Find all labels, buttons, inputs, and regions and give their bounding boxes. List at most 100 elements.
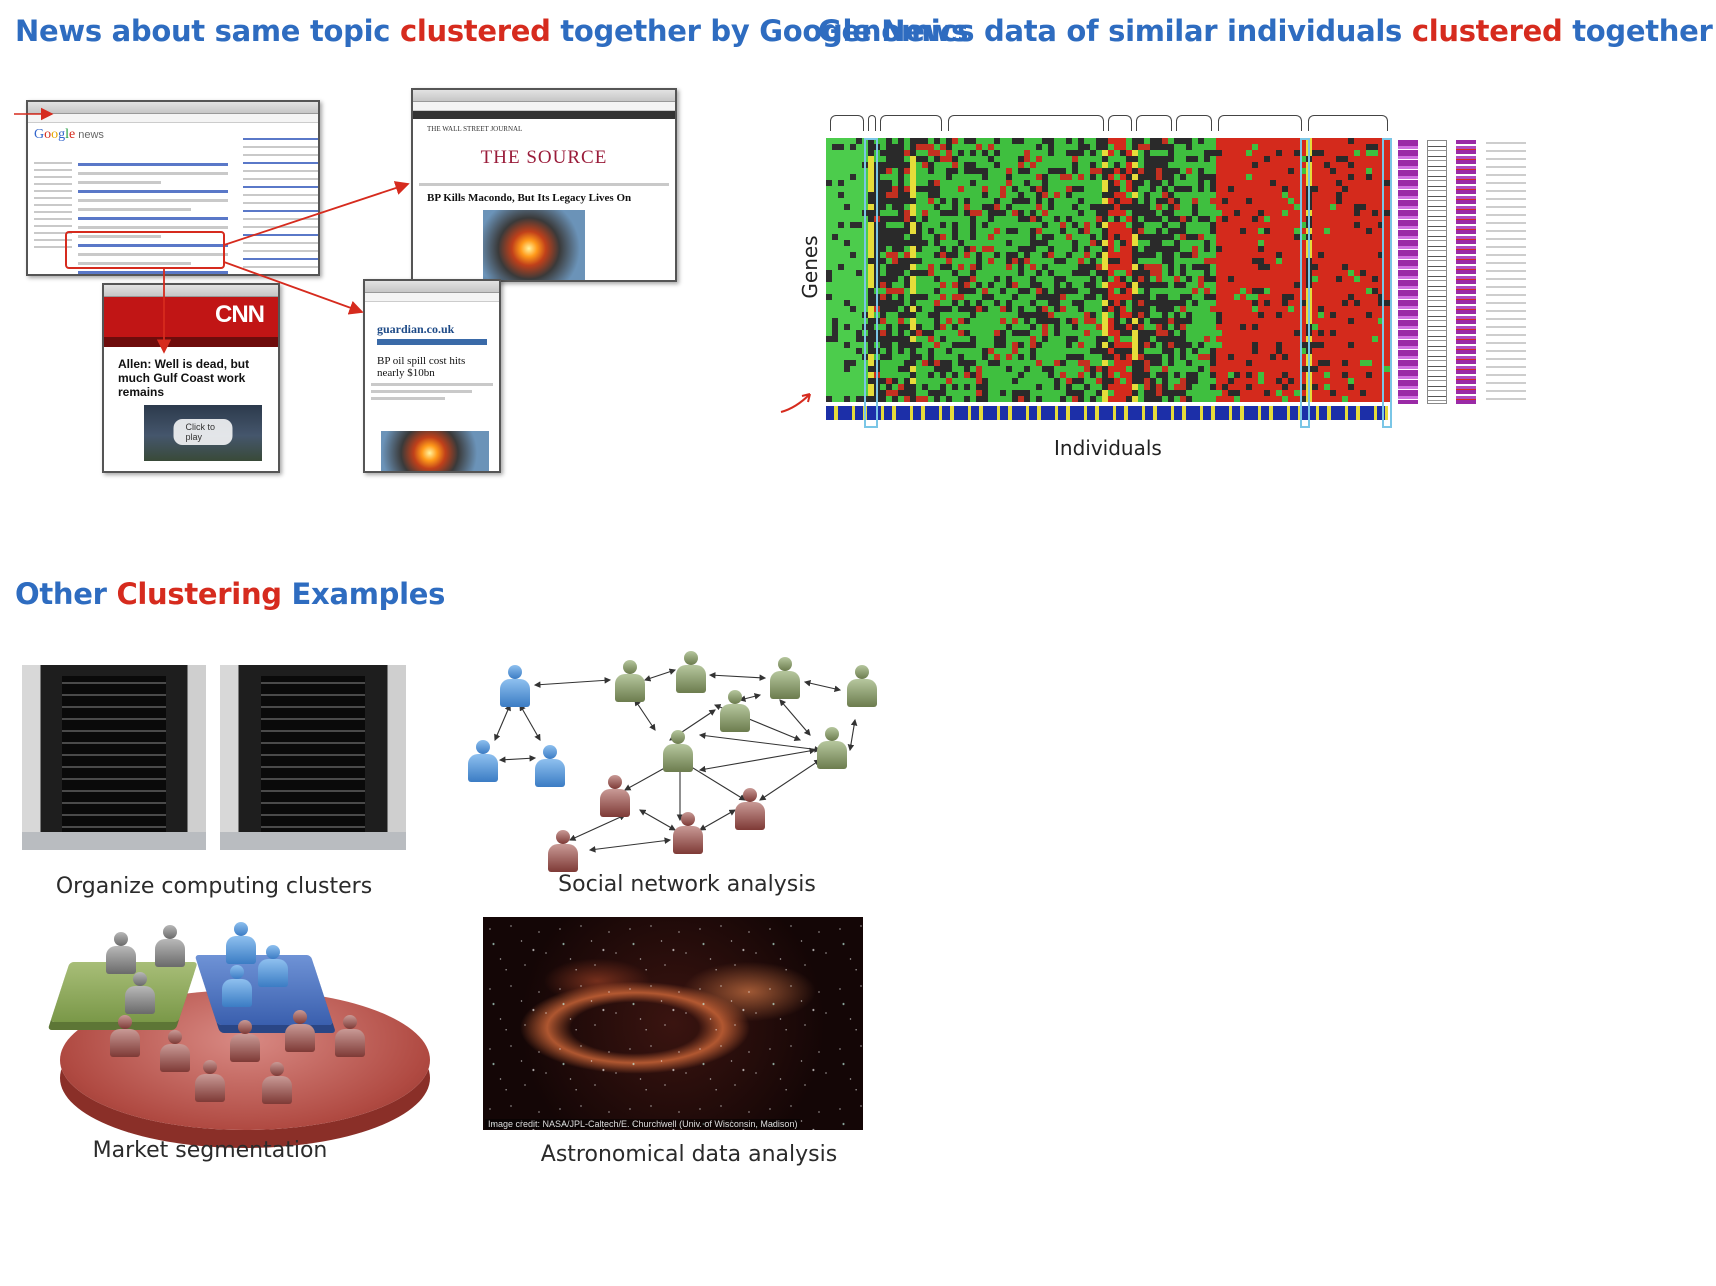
- heatmap-cell: [856, 318, 862, 324]
- heatmap-cell: [928, 144, 934, 150]
- heatmap-cell: [1204, 252, 1210, 258]
- heatmap-cell: [886, 276, 892, 282]
- heatmap-cell: [1312, 348, 1318, 354]
- heatmap-cell: [1348, 264, 1354, 270]
- heatmap-cell: [1042, 264, 1048, 270]
- cnn-play-button[interactable]: Click to play: [173, 418, 233, 445]
- heatmap-cell: [886, 270, 892, 276]
- heatmap-cell: [1108, 252, 1114, 258]
- heatmap-cell: [988, 378, 994, 384]
- heatmap-cell: [1240, 222, 1246, 228]
- heatmap-cell: [1300, 396, 1306, 402]
- heatmap-cell: [1060, 396, 1066, 402]
- heatmap-cell: [1150, 396, 1156, 402]
- heatmap-cell: [1012, 210, 1018, 216]
- heatmap-cell: [1066, 168, 1072, 174]
- heatmap-cell: [856, 144, 862, 150]
- heatmap-cell: [1234, 354, 1240, 360]
- heatmap-cell: [826, 240, 832, 246]
- heatmap-cell: [1186, 258, 1192, 264]
- heading-genomics-part2: together: [1562, 14, 1713, 48]
- person-icon: [548, 830, 578, 872]
- caption-market-segmentation: Market segmentation: [92, 1138, 328, 1163]
- heatmap-cell: [1282, 240, 1288, 246]
- heatmap-cell: [1156, 378, 1162, 384]
- heatmap-cell: [1126, 186, 1132, 192]
- heatmap-cell: [1138, 360, 1144, 366]
- heatmap-cell: [1006, 330, 1012, 336]
- heatmap-cell: [1198, 324, 1204, 330]
- heatmap-cell: [934, 144, 940, 150]
- heatmap-cell: [844, 150, 850, 156]
- heatmap-cell: [1264, 246, 1270, 252]
- heatmap-cell: [1312, 264, 1318, 270]
- heatmap-cell: [1348, 390, 1354, 396]
- heatmap-cell: [982, 228, 988, 234]
- heatmap-cell: [916, 300, 922, 306]
- heatmap-cell: [1114, 300, 1120, 306]
- heatmap-cell: [910, 306, 916, 312]
- heatmap-cell: [844, 294, 850, 300]
- heatmap-cell: [934, 324, 940, 330]
- heatmap-cell: [940, 138, 946, 144]
- heatmap-cell: [892, 258, 898, 264]
- heatmap-cell: [1240, 204, 1246, 210]
- heatmap-cell: [1144, 174, 1150, 180]
- heatmap-cell: [886, 144, 892, 150]
- heatmap-cell: [880, 144, 886, 150]
- heatmap-cell: [988, 156, 994, 162]
- heatmap-cell: [1048, 210, 1054, 216]
- heatmap-cell: [1186, 162, 1192, 168]
- heatmap-cell: [1336, 354, 1342, 360]
- heatmap-cell: [1372, 390, 1378, 396]
- heatmap-cell: [1084, 264, 1090, 270]
- heatmap-cell: [1138, 294, 1144, 300]
- heatmap-cell: [1006, 162, 1012, 168]
- heatmap-cell: [940, 384, 946, 390]
- heatmap-cell: [832, 240, 838, 246]
- heatmap-cell: [1012, 282, 1018, 288]
- heatmap-cell: [856, 300, 862, 306]
- heatmap-cell: [1252, 210, 1258, 216]
- heatmap-cell: [1366, 348, 1372, 354]
- heatmap-cell: [922, 204, 928, 210]
- heatmap-cell: [1120, 180, 1126, 186]
- heatmap-cell: [1198, 162, 1204, 168]
- heatmap-cell: [1096, 204, 1102, 210]
- heatmap-cell: [1312, 270, 1318, 276]
- cluster-bracket: [1308, 115, 1388, 131]
- heatmap-cell: [1276, 210, 1282, 216]
- heatmap-cell: [1300, 204, 1306, 210]
- heatmap-cell: [934, 306, 940, 312]
- heatmap-cell: [910, 336, 916, 342]
- heatmap-cell: [1084, 384, 1090, 390]
- heatmap-cell: [988, 300, 994, 306]
- heatmap-cell: [1330, 264, 1336, 270]
- heatmap-cell: [856, 336, 862, 342]
- heatmap-cell: [976, 228, 982, 234]
- heatmap-cell: [1330, 252, 1336, 258]
- heatmap-cell: [1282, 252, 1288, 258]
- cnn-video-player[interactable]: Click to play: [144, 405, 262, 461]
- heatmap-cell: [1228, 144, 1234, 150]
- address-bar: [365, 293, 499, 302]
- heatmap-cell: [1348, 324, 1354, 330]
- heatmap-cell: [1282, 258, 1288, 264]
- heatmap-cell: [832, 294, 838, 300]
- heatmap-cell: [916, 192, 922, 198]
- heatmap-cell: [832, 198, 838, 204]
- heatmap-cell: [1138, 372, 1144, 378]
- heatmap-cell: [1228, 180, 1234, 186]
- heatmap-cell: [1324, 246, 1330, 252]
- heatmap-cell: [892, 180, 898, 186]
- heatmap-cell: [1150, 312, 1156, 318]
- heatmap-cell: [1066, 282, 1072, 288]
- heatmap-cell: [1240, 294, 1246, 300]
- heatmap-cell: [1246, 180, 1252, 186]
- heatmap-cell: [1168, 324, 1174, 330]
- heatmap-cell: [892, 276, 898, 282]
- heatmap-cell: [1192, 234, 1198, 240]
- heatmap-cell: [1072, 324, 1078, 330]
- heatmap-cell: [1336, 174, 1342, 180]
- heatmap-cell: [1024, 282, 1030, 288]
